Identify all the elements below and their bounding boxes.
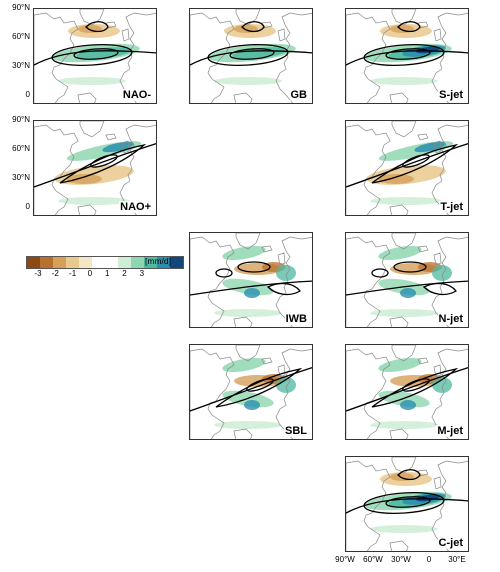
- jet-wind-contours: [346, 142, 468, 188]
- panel-label: S-jet: [438, 89, 464, 101]
- y-tick-label: 0: [25, 202, 30, 211]
- jet-wind-contours: [34, 21, 156, 67]
- y-tick-label: 60°N: [12, 144, 30, 153]
- colorbar-tick: -1: [69, 269, 77, 278]
- panel-label: N-jet: [437, 313, 464, 325]
- map-panel-t-jet: T-jet: [345, 120, 469, 216]
- precip-anomaly-shading: [54, 141, 142, 205]
- coastline-outline: [346, 457, 468, 551]
- coastline-outline: [346, 9, 468, 103]
- coastline-outline: [190, 233, 312, 327]
- panel-label: IWB: [284, 313, 308, 325]
- map-panel-gb: GB: [189, 8, 313, 104]
- map-panel-s-jet: S-jet: [345, 8, 469, 104]
- precip-anomaly-shading: [370, 245, 452, 317]
- precip-anomaly-map: [346, 233, 468, 327]
- coastline-outline: [34, 9, 156, 103]
- panel-label: T-jet: [439, 201, 464, 213]
- y-tick-label: 90°N: [12, 3, 30, 12]
- colorbar-tick: 3: [139, 269, 145, 278]
- map-panel-m-jet: M-jet: [345, 344, 469, 440]
- precip-anomaly-shading: [214, 357, 296, 429]
- panel-label: M-jet: [436, 425, 464, 437]
- precip-anomaly-shading: [370, 357, 452, 429]
- colorbar-tick: -2: [51, 269, 59, 278]
- precip-anomaly-shading: [366, 141, 454, 205]
- panel-label: GB: [289, 89, 308, 101]
- colorbar-unit: [mm/d]: [145, 256, 171, 266]
- jet-wind-contours: [346, 469, 468, 515]
- coastline-outline: [346, 233, 468, 327]
- colorbar-tick: 1: [104, 269, 110, 278]
- jet-wind-contours: [190, 261, 312, 296]
- x-tick-label: 90°W: [335, 555, 355, 564]
- colorbar-swatch: [144, 257, 157, 268]
- precip-anomaly-map: [346, 457, 468, 551]
- coastline-outline: [346, 345, 468, 439]
- precip-anomaly-map: [190, 345, 312, 439]
- jet-wind-contours: [346, 261, 468, 296]
- panel-label: C-jet: [437, 537, 464, 549]
- colorbar-swatch: [92, 257, 105, 268]
- colorbar-swatch: [131, 257, 144, 268]
- precip-anomaly-map: [34, 121, 156, 215]
- precip-anomaly-map: [346, 345, 468, 439]
- map-panel-c-jet: C-jet: [345, 456, 469, 552]
- colorbar-swatches: [26, 256, 184, 269]
- colorbar-tick: 2: [122, 269, 127, 278]
- colorbar-swatch: [79, 257, 92, 268]
- map-panel-nao-minus: NAO-: [33, 8, 157, 104]
- panel-label: NAO-: [121, 89, 152, 101]
- x-tick-label: 30°W: [391, 555, 411, 564]
- x-tick-label: 60°W: [363, 555, 383, 564]
- panel-label: NAO+: [119, 201, 152, 213]
- colorbar-tick: 0: [87, 269, 93, 278]
- colorbar-swatch: [105, 257, 118, 268]
- colorbar-swatch: [53, 257, 66, 268]
- colorbar-tick: -3: [34, 269, 42, 278]
- precip-anomaly-shading: [214, 245, 296, 317]
- y-tick-label: 30°N: [12, 61, 30, 70]
- map-panel-iwb: IWB: [189, 232, 313, 328]
- colorbar-swatch: [40, 257, 53, 268]
- jet-wind-contours: [190, 21, 312, 67]
- y-tick-label: 90°N: [12, 115, 30, 124]
- coastline-outline: [346, 121, 468, 215]
- coastline-outline: [34, 121, 156, 215]
- map-panel-sbl: SBL: [189, 344, 313, 440]
- precip-anomaly-map: [190, 233, 312, 327]
- x-tick-label: 30°E: [448, 555, 466, 564]
- colorbar-swatch: [118, 257, 131, 268]
- precip-anomaly-map: [346, 9, 468, 103]
- x-tick-label: 0: [426, 555, 432, 564]
- map-panel-n-jet: N-jet: [345, 232, 469, 328]
- panel-label: SBL: [284, 425, 308, 437]
- colorbar-swatch: [170, 257, 183, 268]
- colorbar-swatch: [66, 257, 79, 268]
- y-tick-label: 0: [25, 90, 30, 99]
- map-panel-nao-plus: NAO+: [33, 120, 157, 216]
- coastline-outline: [190, 345, 312, 439]
- jet-wind-contours: [346, 366, 468, 412]
- precip-anomaly-map: [346, 121, 468, 215]
- y-tick-label: 60°N: [12, 32, 30, 41]
- colorbar-swatch: [157, 257, 170, 268]
- colorbar-swatch: [27, 257, 40, 268]
- jet-wind-contours: [34, 142, 156, 188]
- precip-anomaly-map: [190, 9, 312, 103]
- y-tick-label: 30°N: [12, 173, 30, 182]
- jet-wind-contours: [190, 366, 312, 412]
- precip-anomaly-map: [34, 9, 156, 103]
- jet-wind-contours: [346, 21, 468, 67]
